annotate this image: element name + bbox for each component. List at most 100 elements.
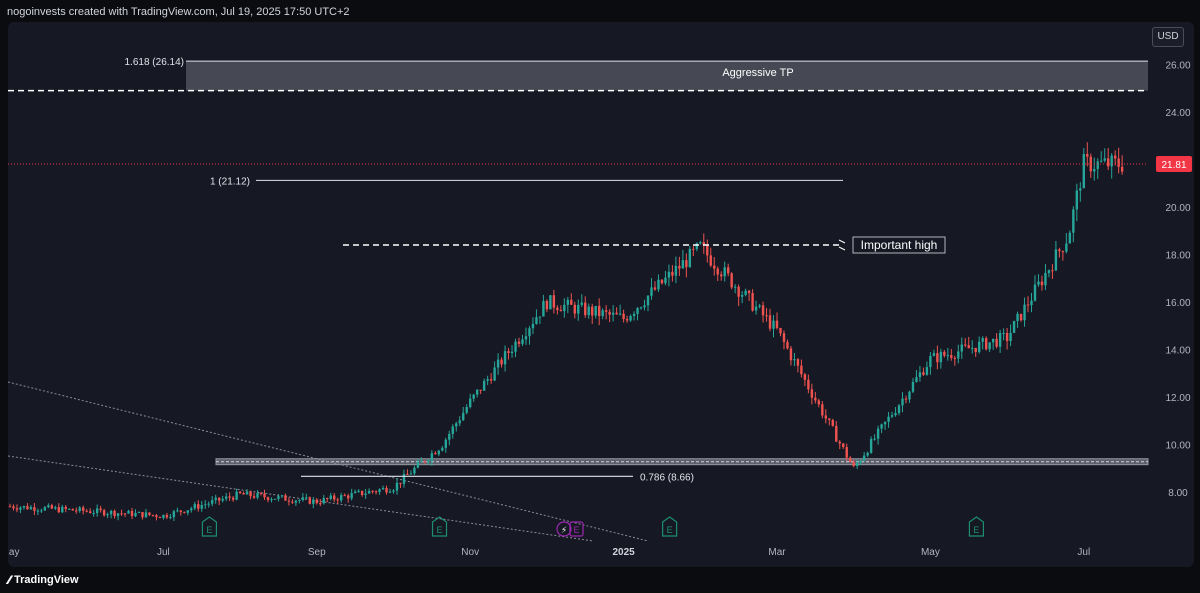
candle-body bbox=[1082, 154, 1085, 189]
candle-body bbox=[193, 504, 196, 509]
candle-body bbox=[1037, 281, 1040, 285]
candle-body bbox=[123, 513, 127, 515]
candle-body bbox=[455, 423, 458, 427]
candle-body bbox=[120, 513, 123, 515]
candle-body bbox=[849, 457, 852, 463]
candle-body bbox=[1103, 158, 1106, 161]
candle-body bbox=[353, 491, 357, 494]
candle-body bbox=[343, 495, 346, 497]
candle-body bbox=[19, 507, 22, 510]
candle-body bbox=[653, 287, 657, 290]
candle-body bbox=[78, 507, 81, 511]
candle-body bbox=[657, 279, 660, 290]
candle-body bbox=[33, 507, 36, 511]
candle-body bbox=[733, 286, 737, 288]
candle-body bbox=[1054, 249, 1058, 271]
candle-body bbox=[482, 380, 486, 391]
candle-body bbox=[772, 320, 775, 329]
candle-body bbox=[632, 313, 636, 316]
candle-body bbox=[786, 341, 789, 349]
candle-body bbox=[207, 503, 210, 505]
candle-body bbox=[1086, 154, 1089, 157]
candle-body bbox=[270, 499, 273, 501]
candle-body bbox=[399, 482, 402, 484]
candle-body bbox=[221, 498, 224, 501]
candle-body bbox=[1117, 158, 1120, 167]
fib-1618-label: 1.618 (26.14) bbox=[125, 57, 185, 68]
candle-body bbox=[702, 242, 705, 246]
y-axis-tick-label: 12.00 bbox=[1165, 393, 1190, 404]
candle-body bbox=[782, 333, 786, 342]
candle-body bbox=[939, 351, 943, 363]
candle-body bbox=[500, 359, 503, 365]
candle-body bbox=[869, 439, 873, 453]
candle-body bbox=[824, 415, 828, 419]
candle-body bbox=[559, 310, 563, 312]
candle-body bbox=[726, 267, 730, 274]
candle-body bbox=[751, 293, 754, 311]
candle-body bbox=[116, 513, 120, 517]
candle-body bbox=[1009, 332, 1012, 342]
candle-body bbox=[88, 511, 92, 514]
candle-body bbox=[1072, 209, 1075, 233]
currency-button[interactable]: USD bbox=[1152, 27, 1184, 47]
candle-body bbox=[479, 389, 482, 391]
candle-body bbox=[908, 391, 911, 400]
candle-body bbox=[859, 460, 862, 463]
candle-body bbox=[611, 312, 615, 315]
earnings-marker: E bbox=[968, 516, 985, 537]
candle-body bbox=[1058, 249, 1061, 252]
y-axis-tick-label: 16.00 bbox=[1165, 298, 1190, 309]
fib-0786-label: 0.786 (8.66) bbox=[640, 472, 694, 483]
candle-body bbox=[821, 404, 824, 416]
candle-body bbox=[374, 491, 378, 493]
candle-body bbox=[1019, 313, 1023, 321]
candle-body bbox=[148, 512, 151, 515]
candle-body bbox=[340, 495, 343, 501]
candle-body bbox=[486, 379, 489, 381]
candle-body bbox=[134, 512, 137, 517]
candle-body bbox=[211, 500, 214, 504]
candle-body bbox=[967, 345, 970, 349]
y-axis-tick-label: 20.00 bbox=[1165, 203, 1190, 214]
candle-body bbox=[68, 508, 71, 510]
candle-body bbox=[563, 304, 566, 312]
candle-body bbox=[475, 389, 479, 395]
candle-body bbox=[113, 510, 116, 517]
candle-body bbox=[998, 333, 1002, 347]
candle-body bbox=[183, 511, 186, 513]
candle-body bbox=[22, 506, 26, 508]
earnings-marker-text: E bbox=[973, 525, 979, 535]
chart-panel[interactable]: Aggressive TP 1.618 (26.14) 1 (21.12) Impo… bbox=[8, 22, 1194, 567]
earnings-marker-text: E bbox=[667, 525, 673, 535]
candle-body bbox=[47, 505, 50, 508]
candle-body bbox=[305, 497, 308, 499]
candle-body bbox=[64, 506, 67, 509]
candle-body bbox=[61, 506, 64, 513]
candle-body bbox=[922, 372, 925, 375]
price-chart[interactable]: Aggressive TP 1.618 (26.14) 1 (21.12) Impo… bbox=[8, 22, 1194, 567]
candle-body bbox=[1065, 243, 1068, 252]
candle-body bbox=[901, 398, 904, 406]
candle-body bbox=[514, 341, 517, 352]
candle-body bbox=[249, 491, 252, 497]
candle-body bbox=[594, 305, 597, 316]
important-high-label: Important high bbox=[861, 238, 938, 252]
y-axis-tick-label: 26.00 bbox=[1165, 61, 1190, 72]
candle-body bbox=[716, 268, 719, 275]
candle-body bbox=[713, 265, 716, 269]
candle-body bbox=[545, 300, 549, 310]
candle-body bbox=[82, 507, 85, 511]
candle-body bbox=[695, 243, 699, 249]
chart-attribution: nogoinvests created with TradingView.com… bbox=[7, 6, 350, 18]
dividend-marker-text: E bbox=[573, 525, 579, 535]
candle-body bbox=[960, 344, 963, 352]
candle-body bbox=[706, 245, 709, 256]
candle-body bbox=[1030, 300, 1033, 306]
candle-body bbox=[950, 355, 953, 358]
candle-body bbox=[95, 508, 99, 513]
candle-body bbox=[810, 389, 814, 398]
candle-body bbox=[890, 415, 894, 417]
candle-body bbox=[141, 512, 144, 518]
candle-body bbox=[925, 367, 929, 375]
